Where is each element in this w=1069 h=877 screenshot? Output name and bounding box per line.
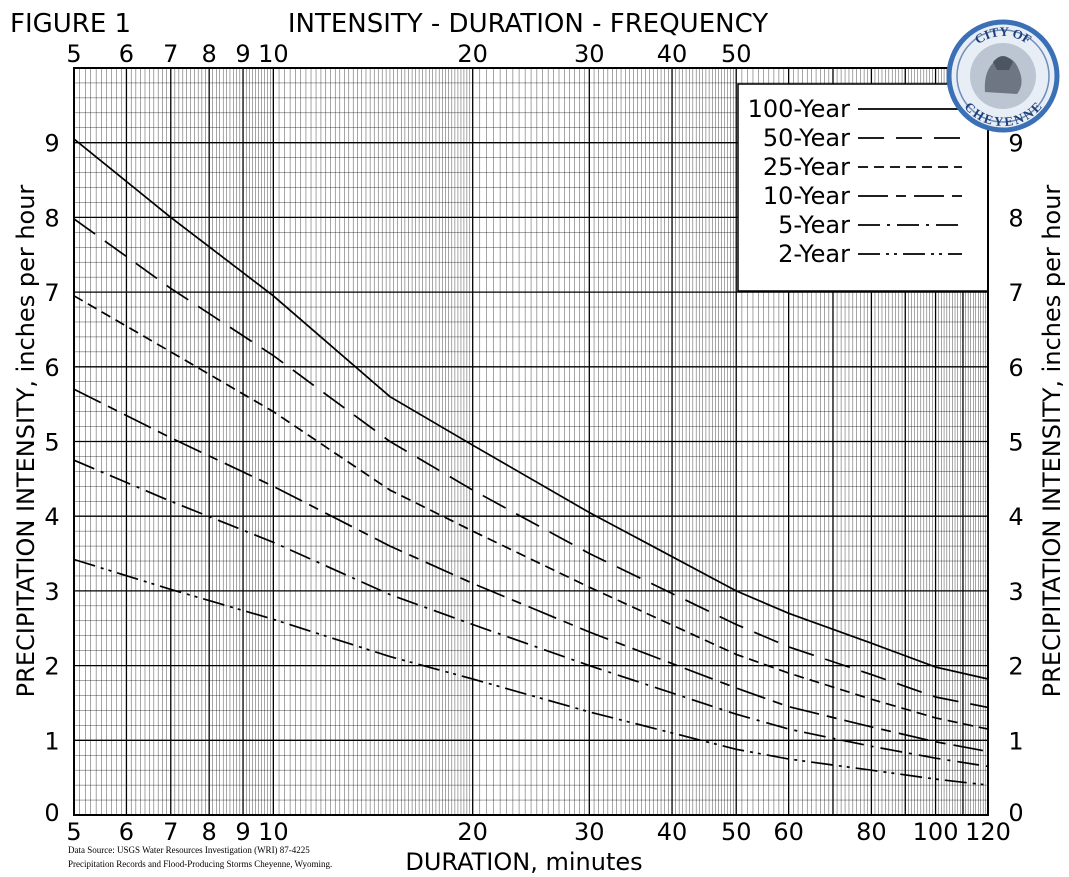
y-tick-label-right: 9 <box>1008 130 1023 158</box>
series-line-50-year <box>73 218 989 709</box>
x-tick-label-top: 10 <box>258 40 289 68</box>
left-axis-ticks: 0 1 2 3 4 5 6 7 8 9 <box>44 130 59 827</box>
x-tick-label-top: 20 <box>457 40 488 68</box>
y-tick-label-left: 7 <box>44 279 59 307</box>
x-tick-label-bottom: 40 <box>657 818 688 846</box>
y-tick-label-right: 6 <box>1008 354 1023 382</box>
chart-title: INTENSITY - DURATION - FREQUENCY <box>288 9 768 39</box>
plot-frame <box>73 67 989 816</box>
y-tick-label-left: 5 <box>44 429 59 457</box>
series-line-2-year <box>73 558 989 786</box>
city-seal-logo: CITY OF CHEYENNE <box>946 19 1060 133</box>
x-tick-label-top: 50 <box>721 40 752 68</box>
x-tick-label-bottom: 30 <box>574 818 605 846</box>
x-tick-label-bottom: 7 <box>163 818 178 846</box>
y-tick-label-right: 2 <box>1008 653 1023 681</box>
legend: 100-Year50-Year25-Year10-Year5-Year2-Yea… <box>737 83 989 292</box>
y-tick-label-left: 0 <box>44 799 59 827</box>
source-line-1: Data Source: USGS Water Resources Invest… <box>68 845 310 855</box>
x-tick-label-bottom: 60 <box>773 818 804 846</box>
x-tick-label-bottom: 10 <box>258 818 289 846</box>
x-tick-label-top: 9 <box>235 40 250 68</box>
right-axis-ticks: 0 1 2 3 4 5 6 7 8 9 <box>1008 130 1023 827</box>
x-tick-label-top: 6 <box>119 40 134 68</box>
y-tick-label-right: 4 <box>1008 503 1023 531</box>
x-tick-label-top: 30 <box>574 40 605 68</box>
y-tick-label-right: 3 <box>1008 578 1023 606</box>
y-tick-label-left: 9 <box>44 130 59 158</box>
svg-text:CITY OF: CITY OF <box>972 24 1035 47</box>
x-tick-label-bottom: 20 <box>457 818 488 846</box>
legend-label: 25-Year <box>763 153 850 181</box>
x-tick-label-bottom: 100 <box>913 818 959 846</box>
y-tick-label-left: 8 <box>44 204 59 232</box>
x-tick-label-top: 8 <box>202 40 217 68</box>
y-tick-label-right: 7 <box>1008 279 1023 307</box>
legend-label: 50-Year <box>763 124 850 152</box>
y-tick-label-right: 0 <box>1008 799 1023 827</box>
legend-label: 5-Year <box>778 211 850 239</box>
y-tick-label-left: 4 <box>44 503 59 531</box>
x-tick-label-bottom: 5 <box>66 818 81 846</box>
series-line-25-year <box>73 295 989 730</box>
x-tick-label-top: 7 <box>163 40 178 68</box>
x-tick-label-bottom: 8 <box>202 818 217 846</box>
legend-label: 10-Year <box>763 182 850 210</box>
x-tick-label-bottom: 9 <box>235 818 250 846</box>
source-line-2: Precipitation Records and Flood-Producin… <box>68 859 332 869</box>
x-tick-label-bottom: 80 <box>856 818 887 846</box>
top-axis-ticks: 5 6 7 8 9 10 20 30 40 50 <box>66 40 751 68</box>
y-tick-label-left: 3 <box>44 578 59 606</box>
y-tick-label-left: 2 <box>44 653 59 681</box>
y-tick-label-left: 1 <box>44 727 59 755</box>
y-tick-label-left: 6 <box>44 354 59 382</box>
x-tick-label-top: 40 <box>657 40 688 68</box>
x-tick-label-top: 5 <box>66 40 81 68</box>
series-line-100-year <box>73 138 989 680</box>
y-tick-label-right: 8 <box>1008 204 1023 232</box>
y-tick-label-right: 1 <box>1008 727 1023 755</box>
bottom-axis-ticks: 5 6 7 8 9 10 20 30 40 50 60 80 100 120 <box>66 818 1011 846</box>
figure-label: FIGURE 1 <box>10 9 131 39</box>
legend-label: 100-Year <box>748 95 851 123</box>
x-tick-label-bottom: 50 <box>721 818 752 846</box>
series-line-5-year <box>73 459 989 768</box>
x-axis-title: DURATION, minutes <box>405 848 642 876</box>
y-tick-label-right: 5 <box>1008 429 1023 457</box>
series-lines <box>73 138 989 786</box>
y-axis-title-left: PRECIPITATION INTENSITY, inches per hour <box>12 185 40 698</box>
series-line-10-year <box>73 388 989 753</box>
x-tick-label-bottom: 120 <box>965 818 1011 846</box>
legend-label: 2-Year <box>778 240 850 268</box>
y-axis-title-right: PRECIPITATION INTENSITY, inches per hour <box>1038 185 1066 698</box>
x-tick-label-bottom: 6 <box>119 818 134 846</box>
